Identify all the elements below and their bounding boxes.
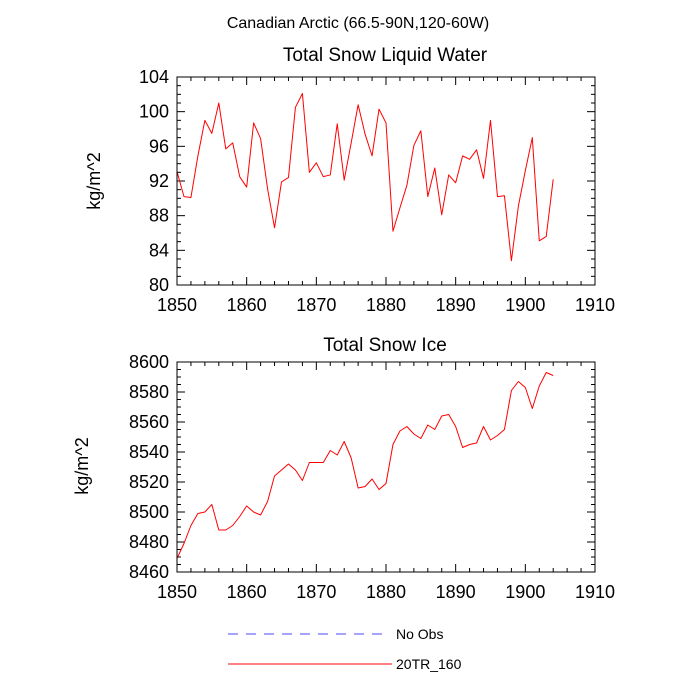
x-tick-label: 1910	[575, 582, 615, 602]
y-tick-label: 92	[149, 171, 169, 191]
y-tick-label: 88	[149, 206, 169, 226]
legend-label-20tr-160: 20TR_160	[396, 656, 462, 672]
y-tick-label: 8460	[129, 562, 169, 582]
plot-frame	[176, 361, 596, 573]
figure-title: Canadian Arctic (66.5-90N,120-60W)	[227, 15, 489, 32]
x-tick-label: 1860	[227, 582, 267, 602]
series-line-20tr-160	[176, 92, 554, 262]
legend-label-no-obs: No Obs	[396, 626, 443, 642]
y-tick-label: 8480	[129, 532, 169, 552]
y-tick-label: 104	[139, 67, 169, 87]
y-tick-label: 80	[149, 275, 169, 295]
data-series	[176, 372, 554, 559]
chart-panel-liquid-water: Total Snow Liquid Water kg/m^2 1850 1860 1…	[84, 45, 615, 315]
x-tick-label: 1880	[366, 295, 406, 315]
x-tick-label: 1890	[436, 582, 476, 602]
axes	[176, 361, 596, 573]
x-tick-label: 1900	[505, 295, 545, 315]
chart-title: Total Snow Ice	[323, 335, 447, 356]
y-tick-label: 84	[149, 240, 169, 260]
x-tick-label: 1850	[157, 582, 197, 602]
y-tick-label: 8560	[129, 412, 169, 432]
y-tick-label: 96	[149, 136, 169, 156]
x-tick-label: 1870	[296, 295, 336, 315]
x-tick-label: 1900	[505, 582, 545, 602]
legend: No Obs 20TR_160	[228, 626, 462, 672]
chart-title: Total Snow Liquid Water	[283, 45, 488, 66]
plot-frame	[176, 76, 596, 286]
y-tick-label: 8500	[129, 502, 169, 522]
y-tick-label: 8580	[129, 382, 169, 402]
tick-labels: 1850 1860 1870 1880 1890 1900 1910 80 84 88 92 96 10…	[139, 67, 615, 315]
y-tick-label: 100	[139, 102, 169, 122]
x-tick-label: 1880	[366, 582, 406, 602]
x-tick-label: 1890	[436, 295, 476, 315]
series-line-20tr-160	[176, 372, 554, 559]
y-tick-label: 8520	[129, 472, 169, 492]
y-axis-label: kg/m^2	[84, 152, 104, 209]
y-axis-label: kg/m^2	[72, 437, 92, 494]
chart-panel-snow-ice: Total Snow Ice kg/m^2 1850 1860 1870 1880 18…	[72, 335, 615, 602]
data-series	[176, 92, 554, 262]
x-tick-label: 1910	[575, 295, 615, 315]
tick-labels: 1850 1860 1870 1880 1890 1900 1910 8460 8480 8500…	[129, 352, 615, 602]
x-tick-label: 1850	[157, 295, 197, 315]
x-tick-label: 1860	[227, 295, 267, 315]
x-tick-label: 1870	[296, 582, 336, 602]
y-tick-label: 8600	[129, 352, 169, 372]
y-tick-label: 8540	[129, 442, 169, 462]
axes	[176, 76, 596, 286]
